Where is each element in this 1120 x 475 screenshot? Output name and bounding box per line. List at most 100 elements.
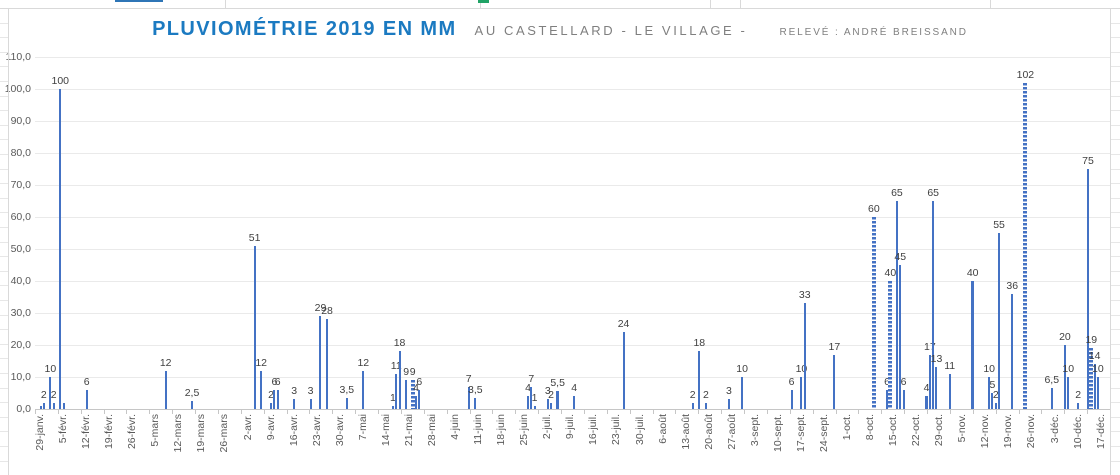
bar[interactable] xyxy=(1077,402,1080,409)
x-axis-label[interactable]: 5-nov. xyxy=(956,414,969,443)
x-axis-label[interactable]: 6-août xyxy=(656,414,669,444)
bar[interactable] xyxy=(803,303,806,409)
bar[interactable] xyxy=(833,354,836,409)
bar[interactable] xyxy=(530,386,533,409)
x-axis-label[interactable]: 12-nov. xyxy=(979,414,992,449)
x-axis-label[interactable]: 12-mars xyxy=(172,414,185,453)
bar[interactable] xyxy=(573,396,576,409)
bar[interactable] xyxy=(970,281,975,409)
bar[interactable] xyxy=(994,402,997,409)
bar[interactable] xyxy=(1096,377,1099,409)
x-axis-label[interactable]: 14-mai xyxy=(379,414,392,447)
x-axis-label[interactable]: 12-févr. xyxy=(80,414,93,450)
bar[interactable] xyxy=(1093,364,1096,409)
bar[interactable] xyxy=(527,396,529,409)
x-axis-label[interactable]: 27-août xyxy=(725,414,738,450)
y-axis-label[interactable]: 50,0 xyxy=(10,242,31,255)
bar[interactable] xyxy=(698,351,701,409)
bar[interactable] xyxy=(410,380,415,409)
bar[interactable] xyxy=(39,405,42,409)
bar[interactable] xyxy=(895,201,898,409)
bar[interactable] xyxy=(533,405,536,409)
x-axis-label[interactable]: 5-mars xyxy=(149,414,162,447)
y-axis-label[interactable]: 20,0 xyxy=(10,338,31,351)
bar[interactable] xyxy=(276,389,279,409)
x-axis-label[interactable]: 1-oct. xyxy=(841,414,854,441)
bar[interactable] xyxy=(899,265,902,409)
y-axis-label[interactable]: 10,0 xyxy=(10,370,31,383)
y-axis-label[interactable]: 60,0 xyxy=(10,210,31,223)
bar[interactable] xyxy=(1067,377,1070,409)
x-axis-label[interactable]: 19-févr. xyxy=(103,414,116,450)
bar[interactable] xyxy=(935,367,938,409)
bar[interactable] xyxy=(727,399,730,409)
bar[interactable] xyxy=(474,397,477,409)
bar[interactable] xyxy=(395,373,398,409)
x-axis-label[interactable]: 3-sept. xyxy=(748,414,761,447)
bar[interactable] xyxy=(988,377,991,409)
x-axis-label[interactable]: 15-oct. xyxy=(887,414,900,447)
bar[interactable] xyxy=(928,354,931,409)
x-axis-label[interactable]: 2-juil. xyxy=(541,414,554,440)
y-axis-label[interactable]: 0,0 xyxy=(16,402,31,415)
x-axis-label[interactable]: 25-juin xyxy=(518,414,531,446)
x-axis-label[interactable]: 24-sept. xyxy=(817,414,830,452)
bar[interactable] xyxy=(85,389,88,409)
x-axis-label[interactable]: 23-avr. xyxy=(310,414,323,447)
y-axis-label[interactable]: 40,0 xyxy=(10,274,31,287)
bar[interactable] xyxy=(1089,348,1094,409)
bar[interactable] xyxy=(398,351,401,409)
x-axis-label[interactable]: 19-nov. xyxy=(1002,414,1015,449)
bar[interactable] xyxy=(191,401,194,409)
bar[interactable] xyxy=(888,281,893,409)
x-axis-label[interactable]: 5-févr. xyxy=(57,414,70,444)
y-axis-label[interactable]: 100,0 xyxy=(4,82,31,95)
bar[interactable] xyxy=(319,316,322,409)
y-axis-label[interactable]: 90,0 xyxy=(10,114,31,127)
bar[interactable] xyxy=(924,396,929,409)
x-axis-label[interactable]: 22-oct. xyxy=(910,414,923,447)
chart-title[interactable]: PLUVIOMÉTRIE 2019 EN MM xyxy=(152,18,457,40)
x-axis-label[interactable]: 2-avr. xyxy=(241,414,254,441)
bar[interactable] xyxy=(273,389,276,409)
bar[interactable] xyxy=(1063,345,1066,409)
y-axis-label[interactable]: 80,0 xyxy=(10,146,31,159)
x-axis-label[interactable]: 11-juin xyxy=(472,414,485,445)
bar[interactable] xyxy=(405,380,408,409)
bar[interactable] xyxy=(991,393,994,409)
bar[interactable] xyxy=(622,332,625,409)
bar[interactable] xyxy=(1086,169,1089,409)
x-axis-label[interactable]: 13-août xyxy=(679,414,692,450)
x-axis-label[interactable]: 10-sept. xyxy=(771,414,784,452)
bar[interactable] xyxy=(555,391,560,409)
x-axis-label[interactable]: 28-mai xyxy=(425,414,438,447)
x-axis-label[interactable]: 4-juin xyxy=(449,414,462,440)
bar[interactable] xyxy=(293,399,296,409)
bar[interactable] xyxy=(59,89,62,409)
bar[interactable] xyxy=(790,389,793,409)
bar[interactable] xyxy=(886,389,889,409)
bar[interactable] xyxy=(345,397,348,409)
bar[interactable] xyxy=(902,389,905,409)
y-axis-label[interactable]: 110,0 xyxy=(5,50,32,63)
x-axis-label[interactable]: 26-mars xyxy=(218,414,231,453)
bar[interactable] xyxy=(546,399,549,409)
x-axis-label[interactable]: 19-mars xyxy=(195,414,208,453)
bar[interactable] xyxy=(948,373,951,409)
bar[interactable] xyxy=(998,233,1001,409)
bar[interactable] xyxy=(932,201,935,409)
x-axis-label[interactable]: 17-sept. xyxy=(794,414,807,452)
bar[interactable] xyxy=(550,402,553,409)
x-axis-label[interactable]: 29-oct. xyxy=(933,414,946,447)
bar[interactable] xyxy=(253,245,256,409)
x-axis-label[interactable]: 3-déc. xyxy=(1048,414,1061,444)
bar[interactable] xyxy=(391,405,394,409)
bar[interactable] xyxy=(467,386,470,409)
bar[interactable] xyxy=(871,217,876,409)
x-axis-label[interactable]: 23-juil. xyxy=(610,414,623,445)
x-axis-label[interactable]: 26-nov. xyxy=(1025,414,1038,449)
chart-subtitle[interactable]: AU CASTELLARD - LE VILLAGE - xyxy=(474,23,748,38)
x-axis-label[interactable]: 7-mai xyxy=(356,414,369,441)
x-axis-label[interactable]: 30-juil. xyxy=(633,414,646,445)
